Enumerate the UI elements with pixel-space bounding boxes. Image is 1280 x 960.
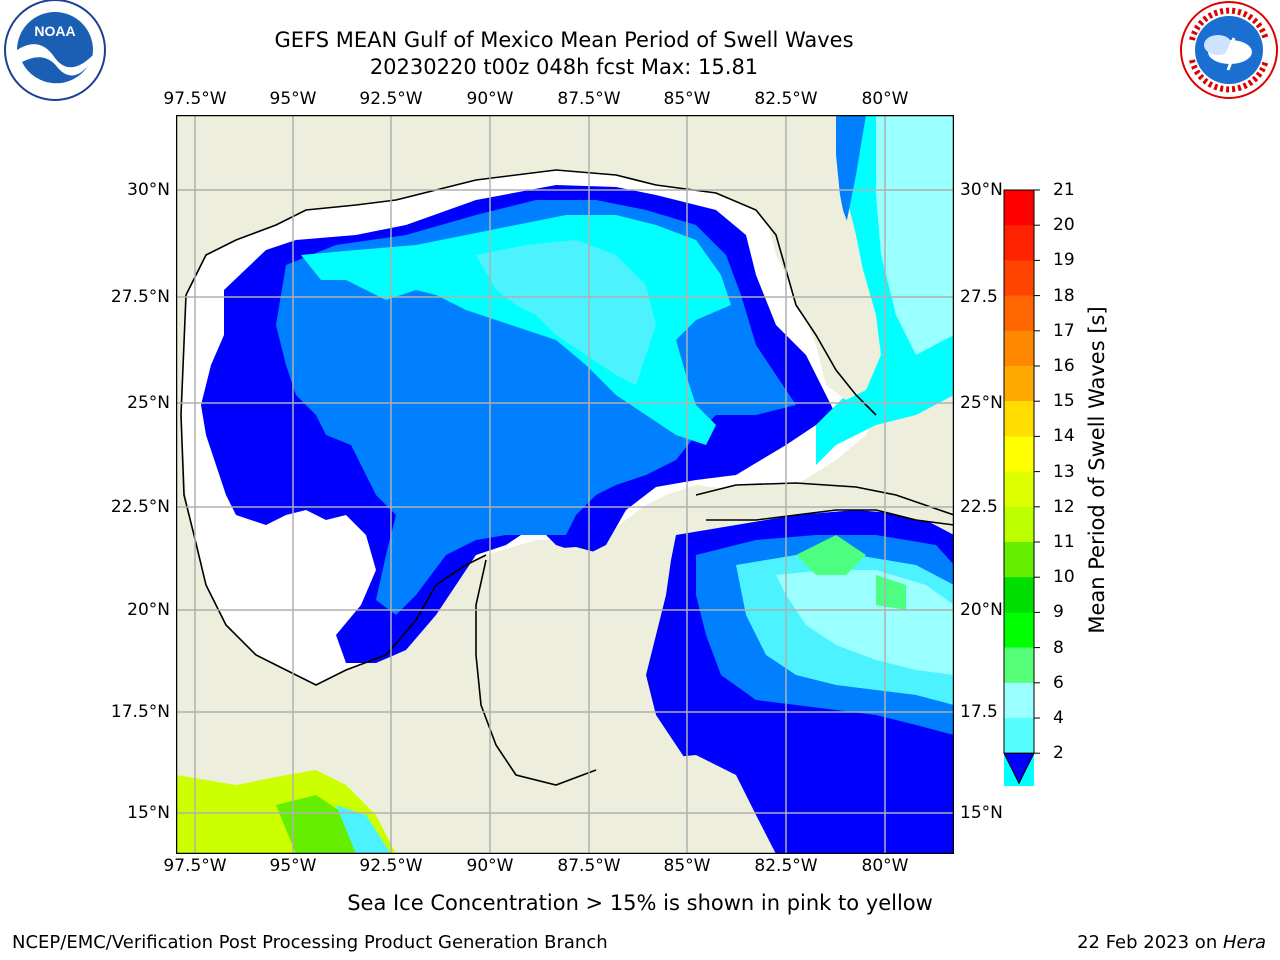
colorbar-tick-label: 16 [1053, 356, 1075, 376]
colorbar-tick-label: 10 [1053, 567, 1075, 588]
colorbar-segment [1004, 647, 1034, 684]
florida-land [756, 115, 881, 400]
lat-tick-right: 22.5 [960, 497, 998, 517]
lon-tick-bottom: 85°W [663, 856, 711, 876]
footer-machine: Hera [1222, 932, 1266, 953]
caribbean-pale [776, 570, 954, 675]
lon-tick-bottom: 80°W [861, 856, 909, 876]
lat-tick-right: 25°N [960, 393, 1003, 413]
lon-tick-top: 92.5°W [359, 89, 423, 109]
lon-tick-bottom: 95°W [269, 856, 317, 876]
colorbar-segment [1004, 260, 1034, 297]
colorbar-segment [1004, 190, 1034, 226]
colorbar-segment [1004, 542, 1034, 578]
colorbar-segment [1004, 366, 1034, 402]
colorbar [1003, 189, 1040, 786]
coastline [185, 169, 877, 416]
colorbar-tick-label: 20 [1053, 215, 1075, 236]
colorbar-tick-label: 8 [1053, 637, 1064, 658]
pacific-ice-cyan [336, 805, 391, 854]
colorbar-segment [1004, 718, 1034, 754]
lat-tick-left: 17.5°N [110, 702, 170, 722]
noaa-logo-text: NOAA [34, 23, 75, 39]
noaa-logo: NOAA [4, 0, 106, 101]
colorbar-tick-label: 17 [1053, 320, 1075, 341]
colorbar-segment [1004, 471, 1034, 508]
lat-tick-left: 22.5°N [110, 497, 170, 517]
colorbar-tick-label: 9 [1053, 602, 1064, 623]
graticule [176, 115, 954, 854]
lon-tick-top: 80°W [861, 89, 909, 109]
lat-tick-right: 27.5 [960, 287, 998, 307]
colorbar-segment [1004, 225, 1034, 261]
footer-date-text: 22 Feb 2023 on [1077, 932, 1223, 953]
colorbar-tick-label: 2 [1053, 743, 1064, 764]
yucatan-land [476, 547, 616, 785]
central-america-land [556, 755, 776, 854]
chart-subtitle: 20230220 t00z 048h fcst Max: 15.81 [369, 55, 759, 79]
lat-tick-right: 15°N [960, 803, 1003, 823]
colorbar-segment [1004, 330, 1034, 367]
colorbar-tick-label: 4 [1053, 708, 1064, 728]
colorbar-tick-label: 12 [1053, 496, 1075, 517]
colorbar-segment [1004, 506, 1034, 543]
colorbar-tick-label: 21 [1053, 180, 1075, 200]
lat-tick-left: 30°N [127, 180, 170, 200]
colorbar-tick-label: 14 [1053, 426, 1075, 447]
map-plot [176, 115, 954, 854]
colorbar-segment [1004, 401, 1034, 437]
lat-tick-left: 20°N [127, 600, 170, 620]
colorbar-tick-label: 6 [1053, 672, 1064, 693]
lon-tick-bottom: 87.5°W [557, 856, 621, 876]
lat-tick-left: 15°N [127, 803, 170, 823]
colorbar-segment [1004, 577, 1034, 613]
footer-credit: NCEP/EMC/Verification Post Processing Pr… [12, 932, 608, 953]
colorbar-tick-label: 15 [1053, 391, 1075, 412]
lat-tick-right: 17.5 [960, 702, 998, 722]
lon-tick-top: 87.5°W [557, 89, 621, 109]
lon-tick-top: 95°W [269, 89, 317, 109]
lon-tick-bottom: 92.5°W [359, 856, 423, 876]
lat-tick-right: 30°N [960, 180, 1003, 200]
colorbar-segment [1004, 682, 1034, 719]
nws-logo [1180, 1, 1278, 99]
lat-tick-right: 20°N [960, 600, 1003, 620]
colorbar-tick-label: 11 [1053, 532, 1075, 552]
lat-tick-left: 25°N [127, 393, 170, 413]
cuba-land [696, 483, 954, 525]
lon-tick-top: 85°W [663, 89, 711, 109]
colorbar-tick-label: 13 [1053, 461, 1075, 482]
lon-tick-top: 97.5°W [163, 89, 227, 109]
colorbar-title: Mean Period of Swell Waves [s] [1085, 306, 1109, 634]
lon-tick-top: 82.5°W [754, 89, 818, 109]
colorbar-tick-label: 19 [1053, 250, 1075, 271]
lon-tick-bottom: 82.5°W [754, 856, 818, 876]
atlantic-blue [836, 115, 866, 225]
colorbar-tick-label: 18 [1053, 285, 1075, 306]
colorbar-segment [1004, 612, 1034, 649]
caribbean-green [796, 535, 906, 610]
map-frame [176, 115, 954, 854]
lightcyan-region [476, 240, 656, 385]
atlantic-pale [876, 115, 954, 355]
lon-tick-bottom: 90°W [466, 856, 514, 876]
footer-date: 22 Feb 2023 on Hera [1077, 932, 1266, 953]
lon-tick-top: 90°W [466, 89, 514, 109]
lat-tick-left: 27.5°N [110, 287, 170, 307]
lon-tick-bottom: 97.5°W [163, 856, 227, 876]
colorbar-segment [1004, 295, 1034, 332]
sea-ice-note: Sea Ice Concentration > 15% is shown in … [347, 891, 933, 915]
chart-title: GEFS MEAN Gulf of Mexico Mean Period of … [274, 28, 854, 52]
colorbar-segment [1004, 436, 1034, 473]
